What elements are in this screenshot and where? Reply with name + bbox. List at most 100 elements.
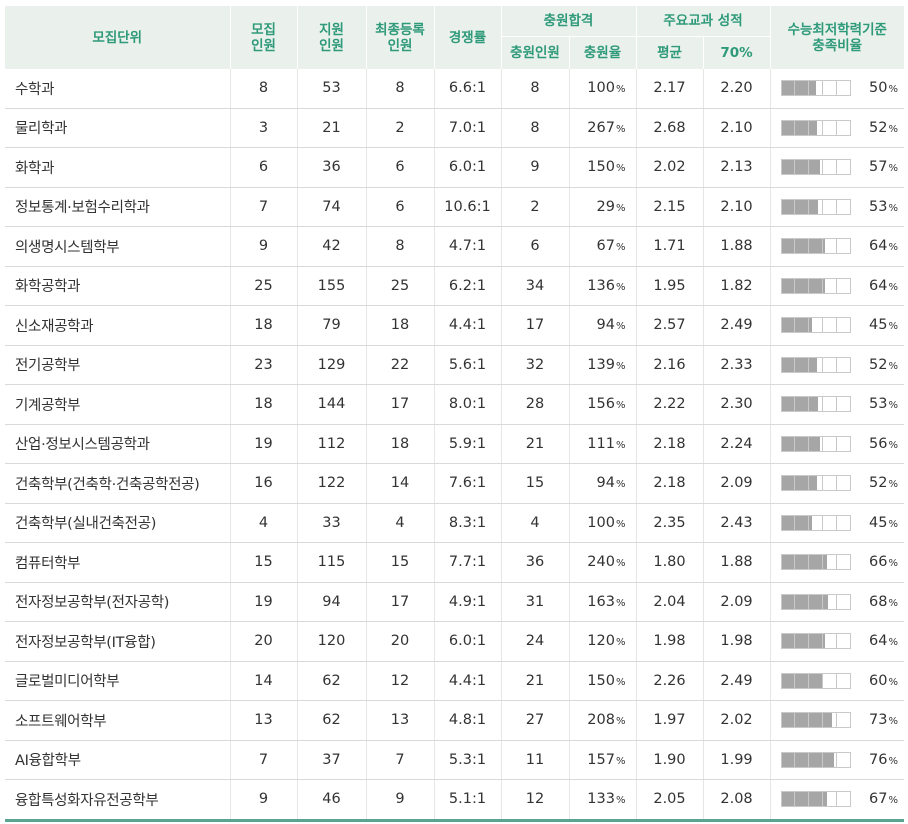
table-row: 의생명시스템학부 9 42 8 4.7:1 6 67% 1.71 1.88 64% [5,226,905,267]
csat-ratio-number: 64 [869,277,888,294]
grade-avg-cell: 2.68 [635,108,703,148]
grade-70-cell-value: 2.02 [720,712,753,729]
percent-unit: % [615,755,626,767]
competition-cell-value: 4.4:1 [448,317,487,334]
csat-ratio-bar-segment [780,238,795,254]
csat-ratio-bar-segment [836,791,851,807]
csat-ratio-number: 73 [869,712,888,728]
supp-count-cell-value: 21 [525,435,545,452]
csat-ratio-bar-segment [808,238,823,254]
supp-rate-cell-value: 139 [587,356,615,373]
recruit-cell: 19 [229,424,297,464]
recruit-cell-value: 9 [258,791,269,808]
grade-70-cell-value: 1.82 [720,277,753,294]
table-row: 산업·정보시스템공학과 19 112 18 5.9:1 21 111% 2.18 2.24 56% [5,424,905,464]
csat-ratio-bar-fill [780,435,820,452]
recruit-cell-value: 7 [258,198,269,215]
csat-ratio-value: 64% [869,633,898,649]
table-row: AI융합학부 7 37 7 5.3:1 11 157% 1.90 1.99 76% [5,740,905,780]
final-cell: 7 [365,740,434,780]
final-cell-value: 17 [390,593,410,610]
csat-ratio-bar-segment [794,238,809,254]
csat-ratio-bar-segment [780,791,795,807]
unit-name-cell-value: AI융합학부 [15,753,81,770]
csat-ratio-bar [780,396,851,412]
csat-ratio-bar-fill [780,277,826,294]
csat-ratio-bar-segment [822,791,837,807]
recruit-cell-value: 23 [254,356,273,373]
supp-rate-cell-value: 100 [587,514,615,531]
csat-ratio-bar-segment [836,554,851,570]
csat-ratio-bar [780,791,851,807]
csat-ratio-bar [780,593,851,610]
csat-ratio-number: 50 [869,80,888,96]
supp-count-cell: 21 [500,661,569,701]
csat-ratio-bar-fill [780,514,813,531]
grade-avg-cell-value: 2.68 [653,119,686,136]
supp-rate-cell: 240% [568,542,636,583]
recruit-cell-value: 7 [258,751,269,768]
csat-ratio-number: 57 [869,159,888,175]
csat-ratio-value: 45% [869,515,898,531]
csat-ratio-value: 76% [869,752,898,768]
recruit-cell-value: 4 [258,514,269,531]
grade-avg-cell-value: 2.17 [653,80,686,97]
competition-cell-value: 7.0:1 [448,119,487,136]
csat-ratio-value: 64% [869,238,898,254]
supp-count-cell: 8 [500,69,569,109]
competition-cell-value: 5.3:1 [448,751,487,768]
competition-cell: 5.9:1 [433,424,501,464]
apply-cell: 115 [296,542,366,583]
grade-70-cell-value: 1.88 [720,238,753,255]
unit-name-cell-value: 수학과 [15,81,55,98]
table-row: 전기공학부 23 129 22 5.6:1 32 139% 2.16 2.33 52% [5,345,905,385]
unit-name-cell: 신소재공학과 [5,305,230,346]
percent-unit: % [615,281,626,293]
apply-cell-value: 46 [322,791,341,808]
recruit-cell-value: 15 [254,554,273,571]
unit-name-cell: 물리학과 [5,108,230,148]
apply-cell-value: 42 [322,238,341,255]
supp-rate-cell-value: 111 [587,435,615,452]
competition-cell-value: 10.6:1 [444,198,491,215]
csat-ratio-bar-fill [780,317,813,333]
competition-cell-value: 6.0:1 [448,633,487,650]
percent-unit: % [888,637,899,648]
csat-ratio-bar-segment [794,356,809,373]
grade-avg-cell-value: 1.90 [653,751,686,768]
final-cell: 12 [365,661,434,701]
recruit-cell: 23 [229,345,297,385]
supp-rate-cell: 136% [568,266,636,306]
csat-ratio-number: 52 [869,119,888,136]
apply-cell-value: 112 [317,435,346,452]
competition-cell: 4.8:1 [433,700,501,741]
apply-cell: 129 [296,345,366,385]
unit-name-cell-value: 물리학과 [15,121,68,138]
grade-70-cell-value: 2.10 [720,119,753,136]
recruit-cell: 18 [229,384,297,425]
csat-ratio-bar-segment [794,554,809,570]
grade-70-cell: 2.13 [702,147,771,188]
csat-ratio-cell: 53% [769,187,905,227]
apply-cell: 144 [296,384,366,425]
supp-rate-cell-value: 67 [596,238,615,255]
header-supp-count: 충원인원 [500,36,570,69]
csat-ratio-bar-segment [822,356,837,373]
percent-unit: % [888,597,899,609]
grade-avg-cell: 2.57 [635,305,703,346]
csat-ratio-bar-segment [780,277,795,294]
grade-70-cell: 2.49 [702,661,771,701]
unit-name-cell-value: 전자정보공학부(IT융합) [15,634,156,651]
grade-avg-cell: 2.15 [635,187,703,227]
csat-ratio-value: 60% [869,673,898,689]
admission-results-table: 모집단위 모집 인원 지원 인원 최종등록 인원 경쟁률 충원합격 주요교과 성… [5,6,905,822]
grade-70-cell: 2.10 [702,187,771,227]
apply-cell: 120 [296,621,366,662]
grade-avg-cell: 2.04 [635,582,703,622]
csat-ratio-bar-segment [794,119,809,136]
recruit-cell-value: 20 [254,633,273,650]
supp-count-cell: 9 [500,147,569,188]
competition-cell: 5.6:1 [433,345,501,385]
grade-avg-cell-value: 2.35 [653,514,686,531]
csat-ratio-bar-segment [780,159,795,175]
